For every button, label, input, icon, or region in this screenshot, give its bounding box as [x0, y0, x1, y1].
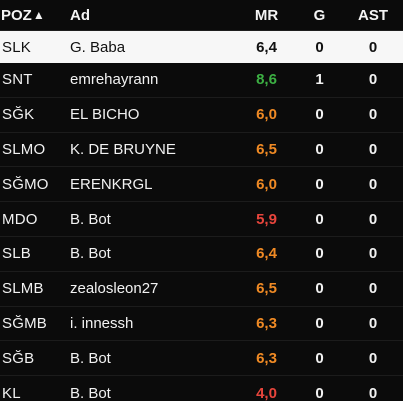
player-name: G. Baba — [70, 38, 126, 56]
player-assists: 0 — [368, 314, 378, 332]
player-position: KL — [2, 384, 21, 401]
player-position: SLMB — [2, 280, 44, 298]
player-goals: 0 — [315, 140, 324, 158]
player-name: ERENKRGL — [70, 175, 153, 193]
player-name: i. innessh — [70, 314, 134, 332]
player-match-rating: 6,4 — [256, 245, 277, 263]
player-assists: 0 — [368, 280, 378, 298]
player-match-rating: 6,4 — [256, 38, 277, 56]
player-goals: 0 — [315, 38, 324, 56]
column-header-position-label: POZ — [1, 6, 32, 24]
player-goals: 0 — [315, 280, 324, 298]
player-position: SNT — [2, 71, 33, 89]
player-assists: 0 — [368, 210, 378, 228]
player-match-rating: 6,5 — [256, 140, 277, 158]
table-row[interactable]: SLMO K. DE BRUYNE 6,5 0 0 — [0, 133, 403, 168]
player-name: EL BICHO — [70, 106, 140, 124]
table-row[interactable]: SĞMB i. innessh 6,3 0 0 — [0, 307, 403, 342]
player-match-rating: 4,0 — [256, 384, 277, 401]
player-match-rating: 6,0 — [256, 106, 277, 124]
player-assists: 0 — [368, 71, 378, 89]
table-row[interactable]: SĞK EL BICHO 6,0 0 0 — [0, 98, 403, 133]
sort-ascending-icon: ▲ — [32, 8, 45, 22]
table-row[interactable]: SĞB B. Bot 6,3 0 0 — [0, 341, 403, 377]
player-assists: 0 — [368, 349, 378, 367]
column-header-position[interactable]: POZ ▲ — [0, 0, 66, 30]
table-row[interactable]: SNT emrehayrann 8,6 1 0 — [0, 63, 403, 98]
player-assists: 0 — [368, 140, 378, 158]
player-position: SĞB — [2, 349, 35, 367]
column-header-goals[interactable]: G — [313, 6, 326, 24]
player-match-rating: 5,9 — [256, 210, 277, 228]
player-goals: 0 — [315, 175, 324, 193]
table-header: POZ ▲ Ad MR G AST — [0, 0, 403, 31]
table-row[interactable]: SLB B. Bot 6,4 0 0 — [0, 237, 403, 272]
table-row[interactable]: MDO B. Bot 5,9 0 0 — [0, 202, 403, 237]
player-match-rating: 6,0 — [256, 175, 277, 193]
player-match-rating: 6,3 — [256, 314, 277, 332]
player-position: SĞK — [2, 106, 35, 124]
column-header-match-rating[interactable]: MR — [254, 6, 279, 24]
player-goals: 0 — [315, 245, 324, 263]
player-position: SĞMO — [2, 175, 49, 193]
column-header-name[interactable]: Ad — [70, 6, 90, 24]
table-row[interactable]: SLK G. Baba 6,4 0 0 — [0, 31, 403, 63]
table-body: SLK G. Baba 6,4 0 0 SNT emrehayrann 8,6 1 0 SĞK EL … — [0, 31, 403, 401]
player-position: SLB — [2, 245, 31, 263]
player-match-rating: 6,5 — [256, 280, 277, 298]
player-name: zealosleon27 — [70, 280, 159, 298]
player-match-rating: 8,6 — [256, 71, 277, 89]
player-name: B. Bot — [70, 245, 111, 263]
player-goals: 0 — [315, 349, 324, 367]
player-name: B. Bot — [70, 384, 111, 401]
column-header-assists[interactable]: AST — [358, 6, 388, 24]
player-goals: 0 — [315, 106, 324, 124]
player-name: emrehayrann — [70, 71, 159, 89]
table-row[interactable]: KL B. Bot 4,0 0 0 — [0, 376, 403, 401]
player-match-rating: 6,3 — [256, 349, 277, 367]
player-assists: 0 — [368, 245, 378, 263]
player-name: B. Bot — [70, 210, 111, 228]
player-assists: 0 — [368, 106, 378, 124]
player-assists: 0 — [368, 38, 378, 56]
player-position: SLK — [2, 38, 31, 56]
player-goals: 0 — [315, 210, 324, 228]
table-row[interactable]: SĞMO ERENKRGL 6,0 0 0 — [0, 167, 403, 203]
player-position: SLMO — [2, 140, 46, 158]
player-goals: 0 — [315, 384, 324, 401]
player-position: MDO — [2, 210, 38, 228]
player-goals: 1 — [315, 71, 324, 89]
player-assists: 0 — [368, 384, 378, 401]
player-assists: 0 — [368, 175, 378, 193]
table-row[interactable]: SLMB zealosleon27 6,5 0 0 — [0, 272, 403, 307]
player-goals: 0 — [315, 314, 324, 332]
player-position: SĞMB — [2, 314, 47, 332]
player-name: B. Bot — [70, 349, 111, 367]
player-name: K. DE BRUYNE — [70, 140, 176, 158]
